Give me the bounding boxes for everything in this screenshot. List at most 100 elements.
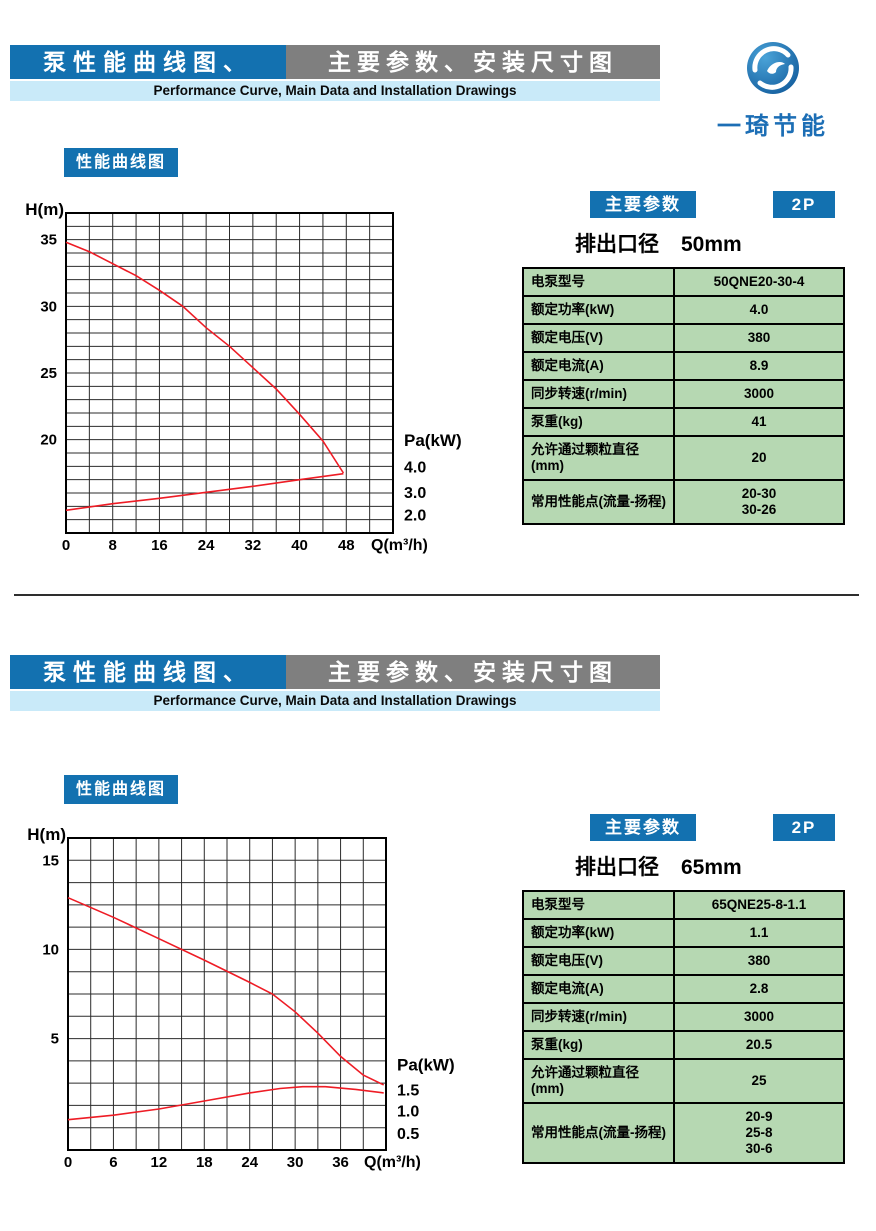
param-label: 常用性能点(流量-扬程): [522, 1102, 675, 1164]
param-value: 4.0: [673, 295, 845, 325]
x-axis-tick: 12: [151, 1154, 168, 1171]
y-axis-tick: 35: [40, 232, 57, 249]
x-axis-tick: 0: [62, 537, 70, 554]
param-label: 额定电压(V): [522, 323, 675, 353]
param-value: 8.9: [673, 351, 845, 381]
x-axis-tick: 0: [64, 1154, 72, 1171]
head-curve: [65, 241, 345, 474]
main-data-badge: 主要参数: [590, 191, 696, 218]
y-axis-tick: 25: [40, 365, 57, 382]
table-row: 电泵型号 65QNE25-8-1.1: [522, 890, 845, 920]
y2-axis-title: Pa(kW): [404, 431, 462, 450]
y-axis-title: H(m): [25, 200, 64, 219]
power-curve: [65, 472, 344, 512]
bore-label: 排出口径: [575, 856, 659, 879]
param-label: 同步转速(r/min): [522, 379, 675, 409]
discharge-bore: 排出口径 50mm: [575, 228, 742, 258]
y-axis-tick: 20: [40, 432, 57, 449]
table-row: 同步转速(r/min) 3000: [522, 1002, 845, 1032]
x-axis-tick: 40: [291, 537, 308, 554]
y2-axis-tick: 1.5: [397, 1082, 419, 1099]
table-row: 额定电流(A) 2.8: [522, 974, 845, 1004]
section-banner: 泵性能曲线图、 主要参数、安装尺寸图: [10, 655, 660, 689]
x-axis-tick: 32: [245, 537, 262, 554]
plot-border: [67, 837, 387, 1151]
param-value: 2.8: [673, 974, 845, 1004]
discharge-bore: 排出口径 65mm: [575, 851, 742, 881]
param-value: 41: [673, 407, 845, 437]
param-label: 泵重(kg): [522, 1030, 675, 1060]
x-axis-tick: 8: [109, 537, 117, 554]
param-label: 允许通过颗粒直径(mm): [522, 435, 675, 481]
banner-title-right: 主要参数、安装尺寸图: [286, 45, 660, 79]
param-value: 65QNE25-8-1.1: [673, 890, 845, 920]
table-row: 允许通过颗粒直径(mm) 20: [522, 435, 845, 481]
y2-axis-tick: 0.5: [397, 1126, 419, 1143]
head-curve: [67, 896, 385, 1086]
y2-axis-tick: 3.0: [404, 485, 426, 502]
param-value: 1.1: [673, 918, 845, 948]
param-label: 允许通过颗粒直径(mm): [522, 1058, 675, 1104]
y-axis-tick: 5: [51, 1031, 59, 1048]
banner-title-left: 泵性能曲线图、: [10, 45, 286, 79]
x-axis-title: Q(m³/h): [364, 1154, 421, 1171]
table-row: 常用性能点(流量-扬程) 20-30 30-26: [522, 479, 845, 525]
y-axis-tick: 30: [40, 298, 57, 315]
y-axis-tick: 15: [42, 852, 59, 869]
banner-subtitle: Performance Curve, Main Data and Install…: [10, 691, 660, 711]
param-label: 额定功率(kW): [522, 295, 675, 325]
param-value: 3000: [673, 379, 845, 409]
y2-axis-tick: 1.0: [397, 1104, 419, 1121]
param-label: 同步转速(r/min): [522, 1002, 675, 1032]
main-data-table: 电泵型号 65QNE25-8-1.1 额定功率(kW) 1.1 额定电压(V) 380 额定…: [522, 890, 845, 1164]
param-value: 20.5: [673, 1030, 845, 1060]
table-row: 额定电压(V) 380: [522, 946, 845, 976]
param-value: 50QNE20-30-4: [673, 267, 845, 297]
company-logo: 一琦节能: [698, 40, 848, 141]
param-label: 额定电流(A): [522, 974, 675, 1004]
table-row: 额定功率(kW) 4.0: [522, 295, 845, 325]
main-data-badge: 主要参数: [590, 814, 696, 841]
y2-axis-title: Pa(kW): [397, 1055, 455, 1074]
param-label: 常用性能点(流量-扬程): [522, 479, 675, 525]
x-axis-tick: 30: [287, 1154, 304, 1171]
table-row: 额定功率(kW) 1.1: [522, 918, 845, 948]
power-curve: [67, 1085, 384, 1121]
main-data-table: 电泵型号 50QNE20-30-4 额定功率(kW) 4.0 额定电压(V) 380 额定电…: [522, 267, 845, 525]
x-axis-title: Q(m³/h): [371, 537, 428, 554]
param-value: 25: [673, 1058, 845, 1104]
param-value: 20-9 25-8 30-6: [673, 1102, 845, 1164]
performance-chart-65qne: 15 10 5 0 6 12 18 24 30 36 H(m) Q(m³/h) Pa(kW) 1.5 1.0…: [27, 825, 455, 1171]
curve-section-badge: 性能曲线图: [64, 775, 178, 804]
table-row: 允许通过颗粒直径(mm) 25: [522, 1058, 845, 1104]
logo-mark-icon: [747, 42, 799, 94]
param-value: 3000: [673, 1002, 845, 1032]
param-label: 额定功率(kW): [522, 918, 675, 948]
plot-border: [65, 212, 394, 534]
pole-badge: 2P: [773, 191, 835, 218]
param-value: 20-30 30-26: [673, 479, 845, 525]
bore-value: 50mm: [681, 233, 742, 256]
bore-label: 排出口径: [575, 233, 659, 256]
param-value: 20: [673, 435, 845, 481]
table-row: 泵重(kg) 41: [522, 407, 845, 437]
banner-subtitle: Performance Curve, Main Data and Install…: [10, 81, 660, 101]
x-axis-tick: 24: [241, 1154, 258, 1171]
param-label: 泵重(kg): [522, 407, 675, 437]
param-value: 380: [673, 946, 845, 976]
table-row: 额定电流(A) 8.9: [522, 351, 845, 381]
curve-section-badge: 性能曲线图: [64, 148, 178, 177]
section-banner: 泵性能曲线图、 主要参数、安装尺寸图: [10, 45, 660, 79]
param-value: 380: [673, 323, 845, 353]
table-row: 电泵型号 50QNE20-30-4: [522, 267, 845, 297]
table-row: 常用性能点(流量-扬程) 20-9 25-8 30-6: [522, 1102, 845, 1164]
pole-badge: 2P: [773, 814, 835, 841]
company-name: 一琦节能: [717, 113, 829, 140]
banner-title-right: 主要参数、安装尺寸图: [286, 655, 660, 689]
performance-chart-50qne: 35 30 25 20 0 8 16 24 32 40 48 H(m) Q(m³/h) Pa(kW) 4.0…: [25, 200, 462, 554]
y-axis-title: H(m): [27, 825, 66, 844]
x-axis-tick: 48: [338, 537, 355, 554]
section-divider: [14, 594, 859, 596]
table-row: 泵重(kg) 20.5: [522, 1030, 845, 1060]
